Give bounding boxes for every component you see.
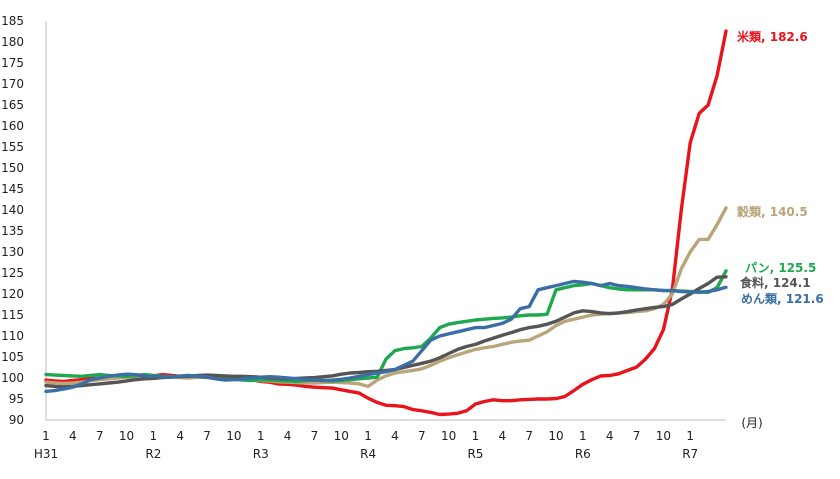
x-tick-label: 10 <box>334 429 349 443</box>
x-axis-tick-labels: 1 4 7 10 1 4 7 10 1 4 7 10 1 4 7 10 1 4 7 10 1 4 7 10 1 H31 R2 R3 R4… <box>34 429 698 461</box>
x-tick-label: 7 <box>203 429 211 443</box>
x-tick-label: 7 <box>311 429 319 443</box>
y-tick-label: 125 <box>1 266 24 280</box>
x-tick-label: 4 <box>498 429 506 443</box>
series-end-labels: 米類, 182.6 穀類, 140.5 パン, 125.5食料, 124.1めん類,… <box>737 29 824 306</box>
y-tick-label: 155 <box>1 140 24 154</box>
series-end-label-2: パン, 125.5 <box>745 261 816 275</box>
x-tick-label: 10 <box>441 429 456 443</box>
x-tick-label: 7 <box>633 429 641 443</box>
x-tick-label: 4 <box>391 429 399 443</box>
x-tick-label: 1 <box>257 429 265 443</box>
series-line-4 <box>44 279 728 394</box>
series-end-label-0: 米類, 182.6 <box>737 29 808 44</box>
y-tick-label: 105 <box>1 350 24 364</box>
y-tick-label: 160 <box>1 119 24 133</box>
x-tick-label: 1 <box>686 429 694 443</box>
x-tick-label: 1 <box>150 429 158 443</box>
x-tick-label: 7 <box>96 429 104 443</box>
series-lines <box>44 29 728 417</box>
y-tick-label: 130 <box>1 245 24 259</box>
x-year-label: R5 <box>467 447 483 461</box>
axes <box>45 21 726 421</box>
y-tick-label: 185 <box>1 14 24 28</box>
x-tick-label: 10 <box>119 429 134 443</box>
x-year-label: R7 <box>682 447 698 461</box>
y-tick-label: 180 <box>1 35 24 49</box>
series-end-label-1: 穀類, 140.5 <box>737 204 808 219</box>
y-tick-label: 110 <box>1 329 24 343</box>
series-end-label-3: 食料, 124.1 <box>739 275 811 290</box>
y-tick-label: 100 <box>1 371 24 385</box>
y-tick-label: 145 <box>1 182 24 196</box>
x-tick-label: 10 <box>548 429 563 443</box>
x-tick-label: 10 <box>226 429 241 443</box>
x-year-label: R2 <box>145 447 161 461</box>
x-tick-label: 10 <box>656 429 671 443</box>
y-tick-label: 140 <box>1 203 24 217</box>
y-tick-label: 90 <box>9 413 24 427</box>
x-year-label: R6 <box>575 447 591 461</box>
x-tick-label: 7 <box>418 429 426 443</box>
x-tick-label: 1 <box>42 429 50 443</box>
x-tick-label: 4 <box>176 429 184 443</box>
y-tick-label: 170 <box>1 77 24 91</box>
x-year-label: H31 <box>34 447 58 461</box>
x-year-label: R3 <box>253 447 269 461</box>
series-end-label-4: めん類, 121.6 <box>741 291 824 306</box>
y-tick-label: 135 <box>1 224 24 238</box>
x-tick-label: 4 <box>606 429 614 443</box>
x-tick-label: 7 <box>525 429 533 443</box>
x-year-label: R4 <box>360 447 376 461</box>
x-tick-label: 1 <box>579 429 587 443</box>
x-tick-label: 1 <box>472 429 480 443</box>
y-axis-tick-labels: 90 95 100 105 110 115 120 125 130 135 140 145 150 155… <box>1 14 24 427</box>
y-tick-label: 150 <box>1 161 24 175</box>
x-tick-label: 1 <box>364 429 372 443</box>
y-tick-label: 115 <box>1 308 24 322</box>
x-axis-unit-label: (月) <box>741 416 762 430</box>
y-tick-label: 175 <box>1 56 24 70</box>
y-tick-label: 120 <box>1 287 24 301</box>
y-tick-label: 95 <box>9 392 24 406</box>
x-tick-label: 4 <box>69 429 77 443</box>
x-tick-label: 4 <box>284 429 292 443</box>
y-tick-label: 165 <box>1 98 24 112</box>
